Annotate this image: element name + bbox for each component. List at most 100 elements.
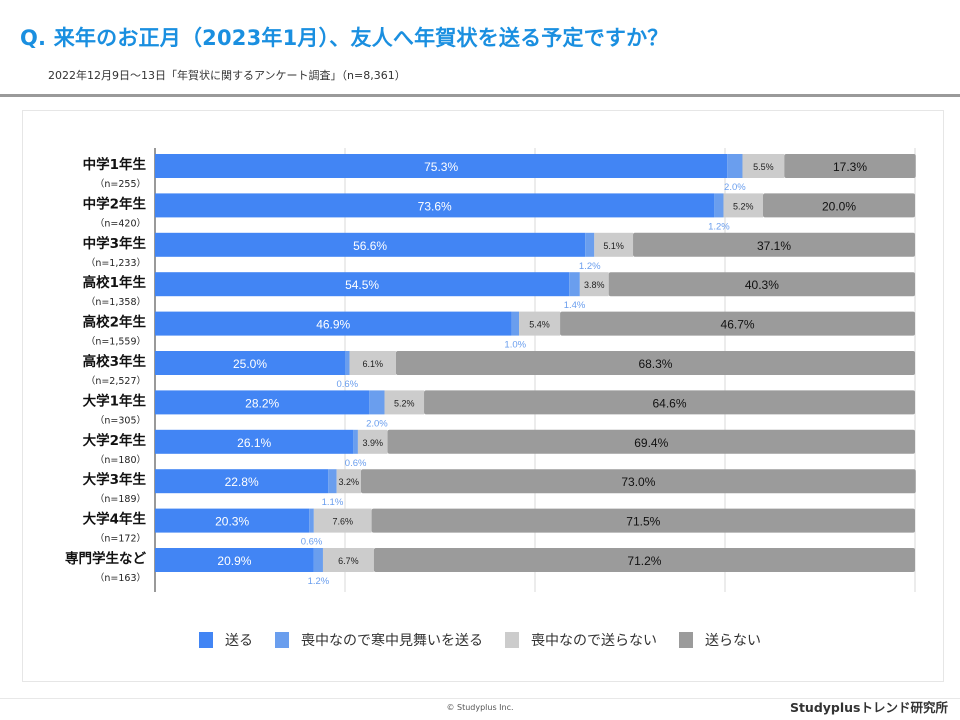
copyright: © Studyplus Inc. [446,703,514,712]
bar-segment-mourning-card [313,548,323,572]
bar-segment-mourning-no [579,272,609,297]
data-label: 1.2% [708,221,730,232]
bar-segment-no-send [360,469,916,494]
data-label: 37.1% [757,239,791,253]
bar-segment-send [155,429,354,454]
data-label: 75.3% [424,160,458,174]
bar-segment-no-send [784,154,916,178]
sample-size-label: （n=2,527） [86,375,146,387]
data-label: 54.5% [345,278,379,292]
legend-label: 送らない [705,633,761,649]
bar-segment-mourning-no [384,390,425,415]
legend-swatch-mourning-card [275,632,289,648]
data-label: 5.1% [603,241,624,251]
data-label: 6.1% [362,359,383,369]
data-label: 73.6% [418,199,452,213]
bar-segment-send [155,154,728,178]
sample-size-label: （n=255） [95,178,146,190]
bar-segment-mourning-card [345,351,350,375]
brand-name: Studyplusトレンド研究所 [789,700,948,715]
bar-segment-send [155,351,345,375]
data-label: 1.1% [322,497,344,508]
data-label: 5.2% [733,201,754,211]
footer-divider [0,698,960,699]
bar-segment-mourning-no [313,508,372,533]
bar-segment-mourning-card [569,272,580,297]
sample-size-label: （n=189） [95,493,146,505]
bar-segment-send [155,469,329,494]
data-label: 3.8% [584,280,605,290]
category-label: 高校2年生 [83,314,147,331]
data-label: 46.7% [721,318,755,332]
data-label: 20.3% [215,515,249,529]
data-label: 1.2% [579,261,601,272]
data-label: 6.7% [338,556,359,566]
data-label: 3.9% [362,438,383,448]
bar-segment-no-send [387,429,915,454]
bar-segment-send [155,548,314,572]
bar-segment-mourning-no [322,548,374,572]
bar-segment-mourning-card [353,429,358,454]
data-label: 26.1% [237,436,271,450]
category-label: 大学1年生 [83,392,147,409]
legend-swatch-send [199,632,213,648]
bar-segment-no-send [371,508,916,533]
data-label: 71.2% [627,554,661,568]
category-label: 中学1年生 [83,156,147,173]
data-label: 5.4% [529,320,550,330]
bar-segment-send [155,508,310,533]
survey-subtitle: 2022年12月9日〜13日「年賀状に関するアンケート調査」（n=8,361） [48,69,406,82]
sample-size-label: （n=420） [95,217,146,229]
category-label: 高校3年生 [83,353,147,370]
category-label: 高校1年生 [83,274,147,291]
bar-segment-no-send [424,390,915,415]
sample-size-label: （n=305） [95,414,146,426]
bar-segment-send [155,272,570,297]
bar-segment-send [155,390,370,415]
category-label: 中学2年生 [83,195,147,212]
sample-size-label: （n=172） [95,533,146,545]
legend-item-no-send: 送らない [679,630,761,650]
data-label: 1.2% [308,576,330,587]
bar-segment-mourning-card [328,469,337,494]
bar-segment-mourning-no [594,232,634,257]
data-label: 46.9% [316,318,350,332]
data-label: 69.4% [634,436,668,450]
data-label: 0.6% [345,458,367,469]
legend-label: 送る [225,633,253,649]
bar-segment-no-send [395,351,915,375]
bar-segment-mourning-card [511,311,520,336]
data-label: 17.3% [833,160,867,174]
data-label: 25.0% [233,357,267,371]
legend-swatch-no-send [679,632,693,648]
data-label: 20.0% [822,199,856,213]
chart-legend: 送る 喪中なので寒中見舞いを送る 喪中なので送らない 送らない [0,630,960,650]
bar-segment-mourning-no [336,469,361,494]
sample-size-label: （n=1,233） [86,257,146,269]
legend-item-mourning-no: 喪中なので送らない [505,630,657,650]
data-label: 73.0% [621,475,655,489]
legend-label: 喪中なので寒中見舞いを送る [301,633,483,649]
data-label: 7.6% [332,517,353,527]
page-title: Q. 来年のお正月（2023年1月）、友人へ年賀状を送る予定ですか？ [20,26,669,50]
legend-swatch-mourning-no [505,632,519,648]
bar-segment-mourning-card [369,390,385,415]
bar-segment-mourning-no [723,193,763,218]
bar-segment-send [155,193,715,218]
bar-segment-mourning-card [727,154,743,178]
bar-segment-mourning-no [349,351,396,375]
sample-size-label: （n=180） [95,454,146,466]
data-label: 28.2% [245,396,279,410]
bar-segment-send [155,232,586,257]
data-label: 1.4% [564,300,586,311]
data-label: 3.2% [339,477,360,487]
bar-segment-mourning-no [357,429,388,454]
sample-size-label: （n=1,559） [86,336,146,348]
data-label: 1.0% [504,340,526,351]
bar-segment-no-send [560,311,915,336]
category-label: 大学3年生 [83,471,147,488]
data-label: 0.6% [301,537,323,548]
category-label: 大学4年生 [83,511,147,528]
bar-segment-no-send [608,272,915,297]
header-divider [0,94,960,97]
